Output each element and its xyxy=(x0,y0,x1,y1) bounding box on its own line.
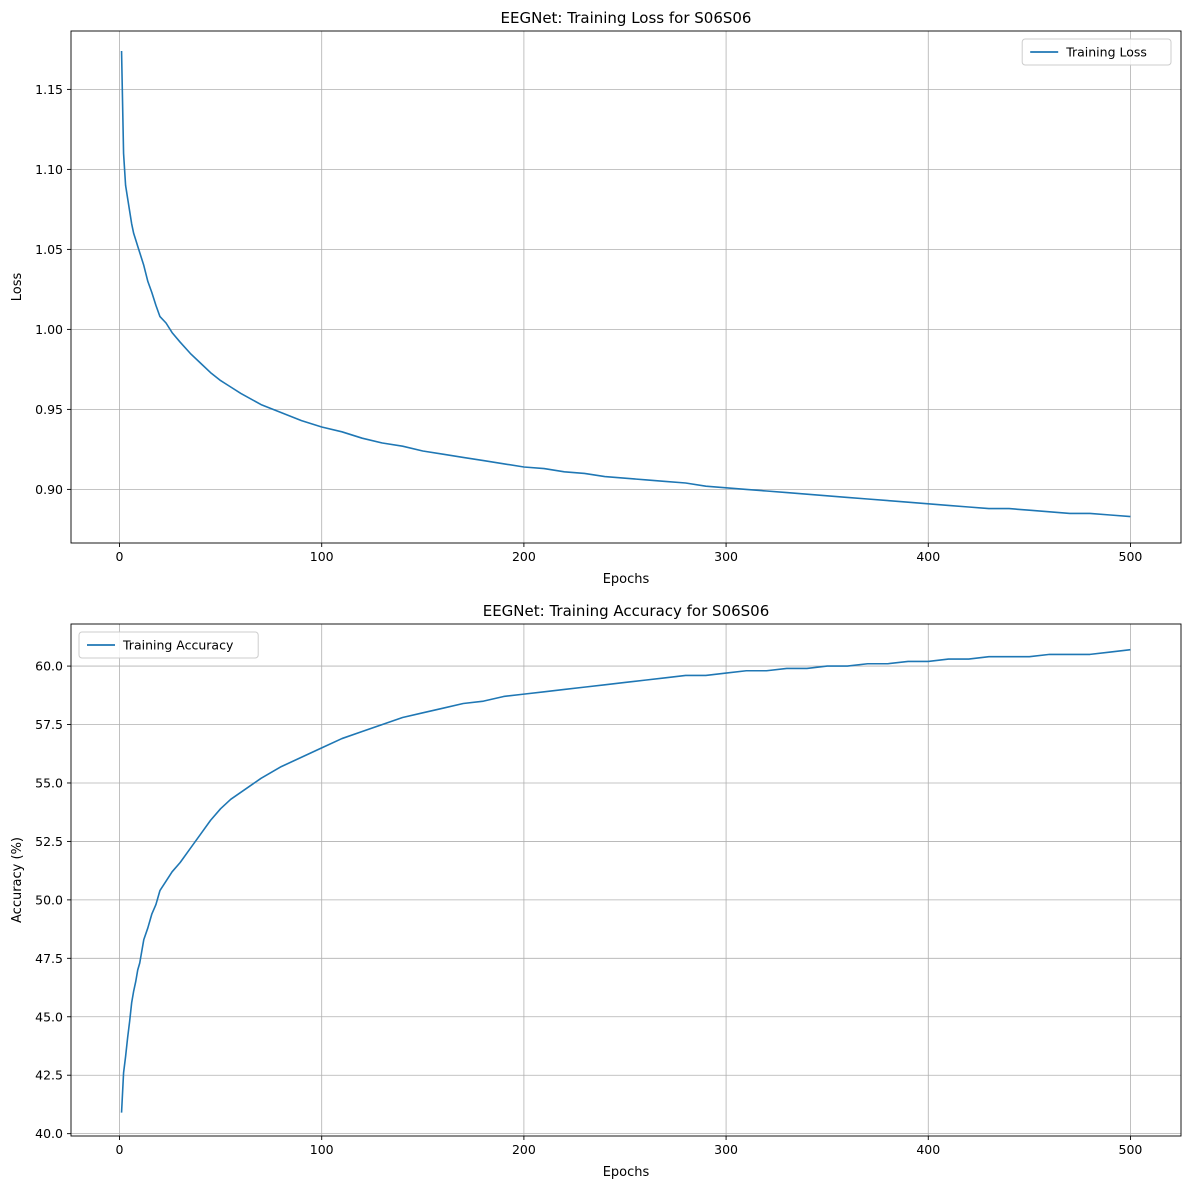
chart-title: EEGNet: Training Accuracy for S06S06 xyxy=(483,602,770,620)
y-tick-label: 60.0 xyxy=(35,659,63,674)
chart-panel-1: 0 100 200 300 400 500 0.90 0.95 1.00 1.05 1.10 1.15… xyxy=(10,9,1182,587)
y-axis-label: Accuracy (%) xyxy=(10,837,25,923)
y-tick-label: 40.0 xyxy=(35,1126,63,1141)
y-tick-label: 1.00 xyxy=(35,322,63,337)
y-tick-label: 50.0 xyxy=(35,892,63,907)
axes-frame xyxy=(70,623,1182,1137)
x-tick-label: 400 xyxy=(916,1142,940,1157)
plot-area xyxy=(71,31,1181,543)
legend-box xyxy=(78,631,259,659)
plot-area xyxy=(71,624,1181,1136)
y-tick-label: 47.5 xyxy=(35,951,63,966)
series-line-1 xyxy=(120,50,1131,518)
y-tick-label: 0.95 xyxy=(35,402,63,417)
x-tick-label: 200 xyxy=(512,549,536,564)
legend-box xyxy=(1021,38,1172,66)
y-tick-label: 45.0 xyxy=(35,1009,63,1024)
legend-label: Training Accuracy xyxy=(122,638,234,653)
x-axis-label: Epochs xyxy=(603,1165,650,1180)
x-axis-label: Epochs xyxy=(603,572,650,587)
x-tick-label: 300 xyxy=(714,549,738,564)
y-tick-label: 0.90 xyxy=(35,482,63,497)
x-tick-label: 300 xyxy=(714,1142,738,1157)
chart-title: EEGNet: Training Loss for S06S06 xyxy=(501,9,752,27)
y-tick-label: 42.5 xyxy=(35,1068,63,1083)
x-tick-label: 200 xyxy=(512,1142,536,1157)
x-tick-label: 0 xyxy=(116,549,124,564)
y-tick-label: 1.15 xyxy=(35,82,63,97)
x-tick-label: 100 xyxy=(310,1142,334,1157)
x-tick-label: 500 xyxy=(1119,1142,1143,1157)
y-tick-label: 52.5 xyxy=(35,834,63,849)
y-tick-label: 1.10 xyxy=(35,162,63,177)
x-tick-label: 500 xyxy=(1119,549,1143,564)
y-tick-label: 55.0 xyxy=(35,775,63,790)
axes-frame xyxy=(70,30,1182,544)
legend: Training Accuracy xyxy=(78,631,259,659)
series-line-1 xyxy=(120,648,1131,1113)
x-tick-label: 0 xyxy=(116,1142,124,1157)
x-tick-label: 100 xyxy=(310,549,334,564)
y-tick-label: 1.05 xyxy=(35,242,63,257)
y-axis-label: Loss xyxy=(10,273,25,302)
legend: Training Loss xyxy=(1021,38,1172,66)
y-tick-label: 57.5 xyxy=(35,717,63,732)
x-tick-label: 400 xyxy=(916,549,940,564)
legend-label: Training Loss xyxy=(1065,45,1147,60)
chart-panel-2: 0 100 200 300 400 500 40.0 42.5 45.0 47.5 50.0 52.5… xyxy=(10,602,1182,1180)
